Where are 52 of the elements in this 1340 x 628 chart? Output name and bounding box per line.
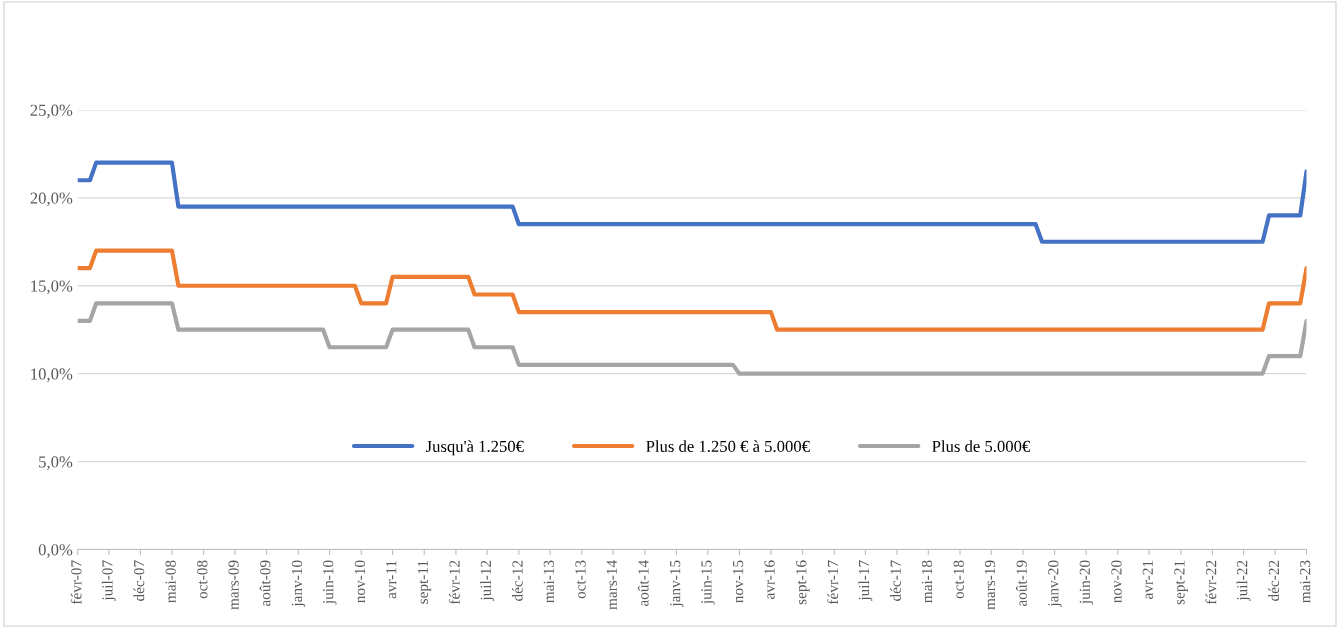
x-tick-label: oct-08: [197, 560, 208, 599]
x-tick-label: sept-16: [796, 560, 810, 605]
legend-label: Plus de 1.250 € à 5.000€: [646, 440, 810, 453]
x-tick-label: mars-19: [984, 560, 996, 610]
legend-label: Jusqu'à 1.250€: [425, 440, 524, 456]
line-series: [77, 301, 1307, 376]
x-tick-label: janv-15: [670, 560, 684, 608]
x-tick-label: févr-17: [827, 560, 839, 605]
legend-label: Plus de 5.000€: [932, 440, 1031, 453]
y-tick-label: 20,0%: [30, 192, 73, 207]
x-tick-label: mars-09: [228, 560, 239, 610]
x-tick-label: juin-15: [701, 560, 715, 605]
y-tick-label: 15,0%: [31, 280, 73, 295]
x-tick-label: août-19: [1016, 560, 1027, 607]
x-tick-label: août-14: [637, 560, 649, 607]
x-tick-label: mai-08: [165, 560, 176, 603]
x-tick-label: janv-20: [1048, 560, 1062, 608]
x-tick-label: juil-12: [480, 560, 495, 602]
x-tick-label: sept-21: [1174, 560, 1188, 605]
x-tick-label: avr-21: [1142, 560, 1153, 599]
y-tick-label: 0,0%: [38, 544, 73, 558]
x-tick-label: avr-16: [764, 560, 775, 599]
line-series: [77, 248, 1307, 332]
x-tick-label: juil-22: [1236, 560, 1251, 602]
x-tick-label: déc-17: [890, 560, 901, 601]
x-tick-label: févr-22: [1205, 560, 1217, 605]
x-tick-label: févr-07: [70, 560, 82, 605]
x-tick-label: janv-10: [291, 560, 306, 608]
line-series: [77, 160, 1307, 244]
y-tick-label: 10,0%: [31, 368, 73, 383]
y-tick-label: 5,0%: [39, 456, 73, 470]
x-tick-label: mars-14: [606, 560, 617, 610]
x-tick-label: oct-13: [575, 560, 586, 599]
x-tick-label: nov-20: [1111, 560, 1122, 603]
x-tick-label: juil-07: [101, 560, 116, 602]
x-tick-label: févr-12: [448, 560, 460, 605]
x-tick-label: juin-10: [323, 560, 337, 605]
x-tick-label: mai-13: [543, 560, 554, 603]
x-tick-label: juin-20: [1079, 560, 1094, 605]
y-tick-label: 25,0%: [30, 104, 73, 119]
x-tick-label: oct-18: [953, 560, 964, 599]
x-tick-label: mai-23: [1300, 560, 1311, 603]
x-tick-label: déc-22: [1268, 560, 1280, 601]
x-tick-label: déc-12: [511, 560, 523, 601]
x-tick-label: sept-11: [417, 560, 432, 604]
x-tick-label: août-09: [259, 560, 271, 607]
x-tick-label: déc-07: [133, 560, 145, 601]
x-tick-label: juil-17: [858, 560, 873, 602]
x-tick-label: mai-18: [921, 560, 933, 603]
x-tick-label: nov-15: [733, 560, 744, 603]
x-tick-label: avr-11: [386, 560, 397, 599]
x-tick-label: nov-10: [354, 560, 366, 603]
